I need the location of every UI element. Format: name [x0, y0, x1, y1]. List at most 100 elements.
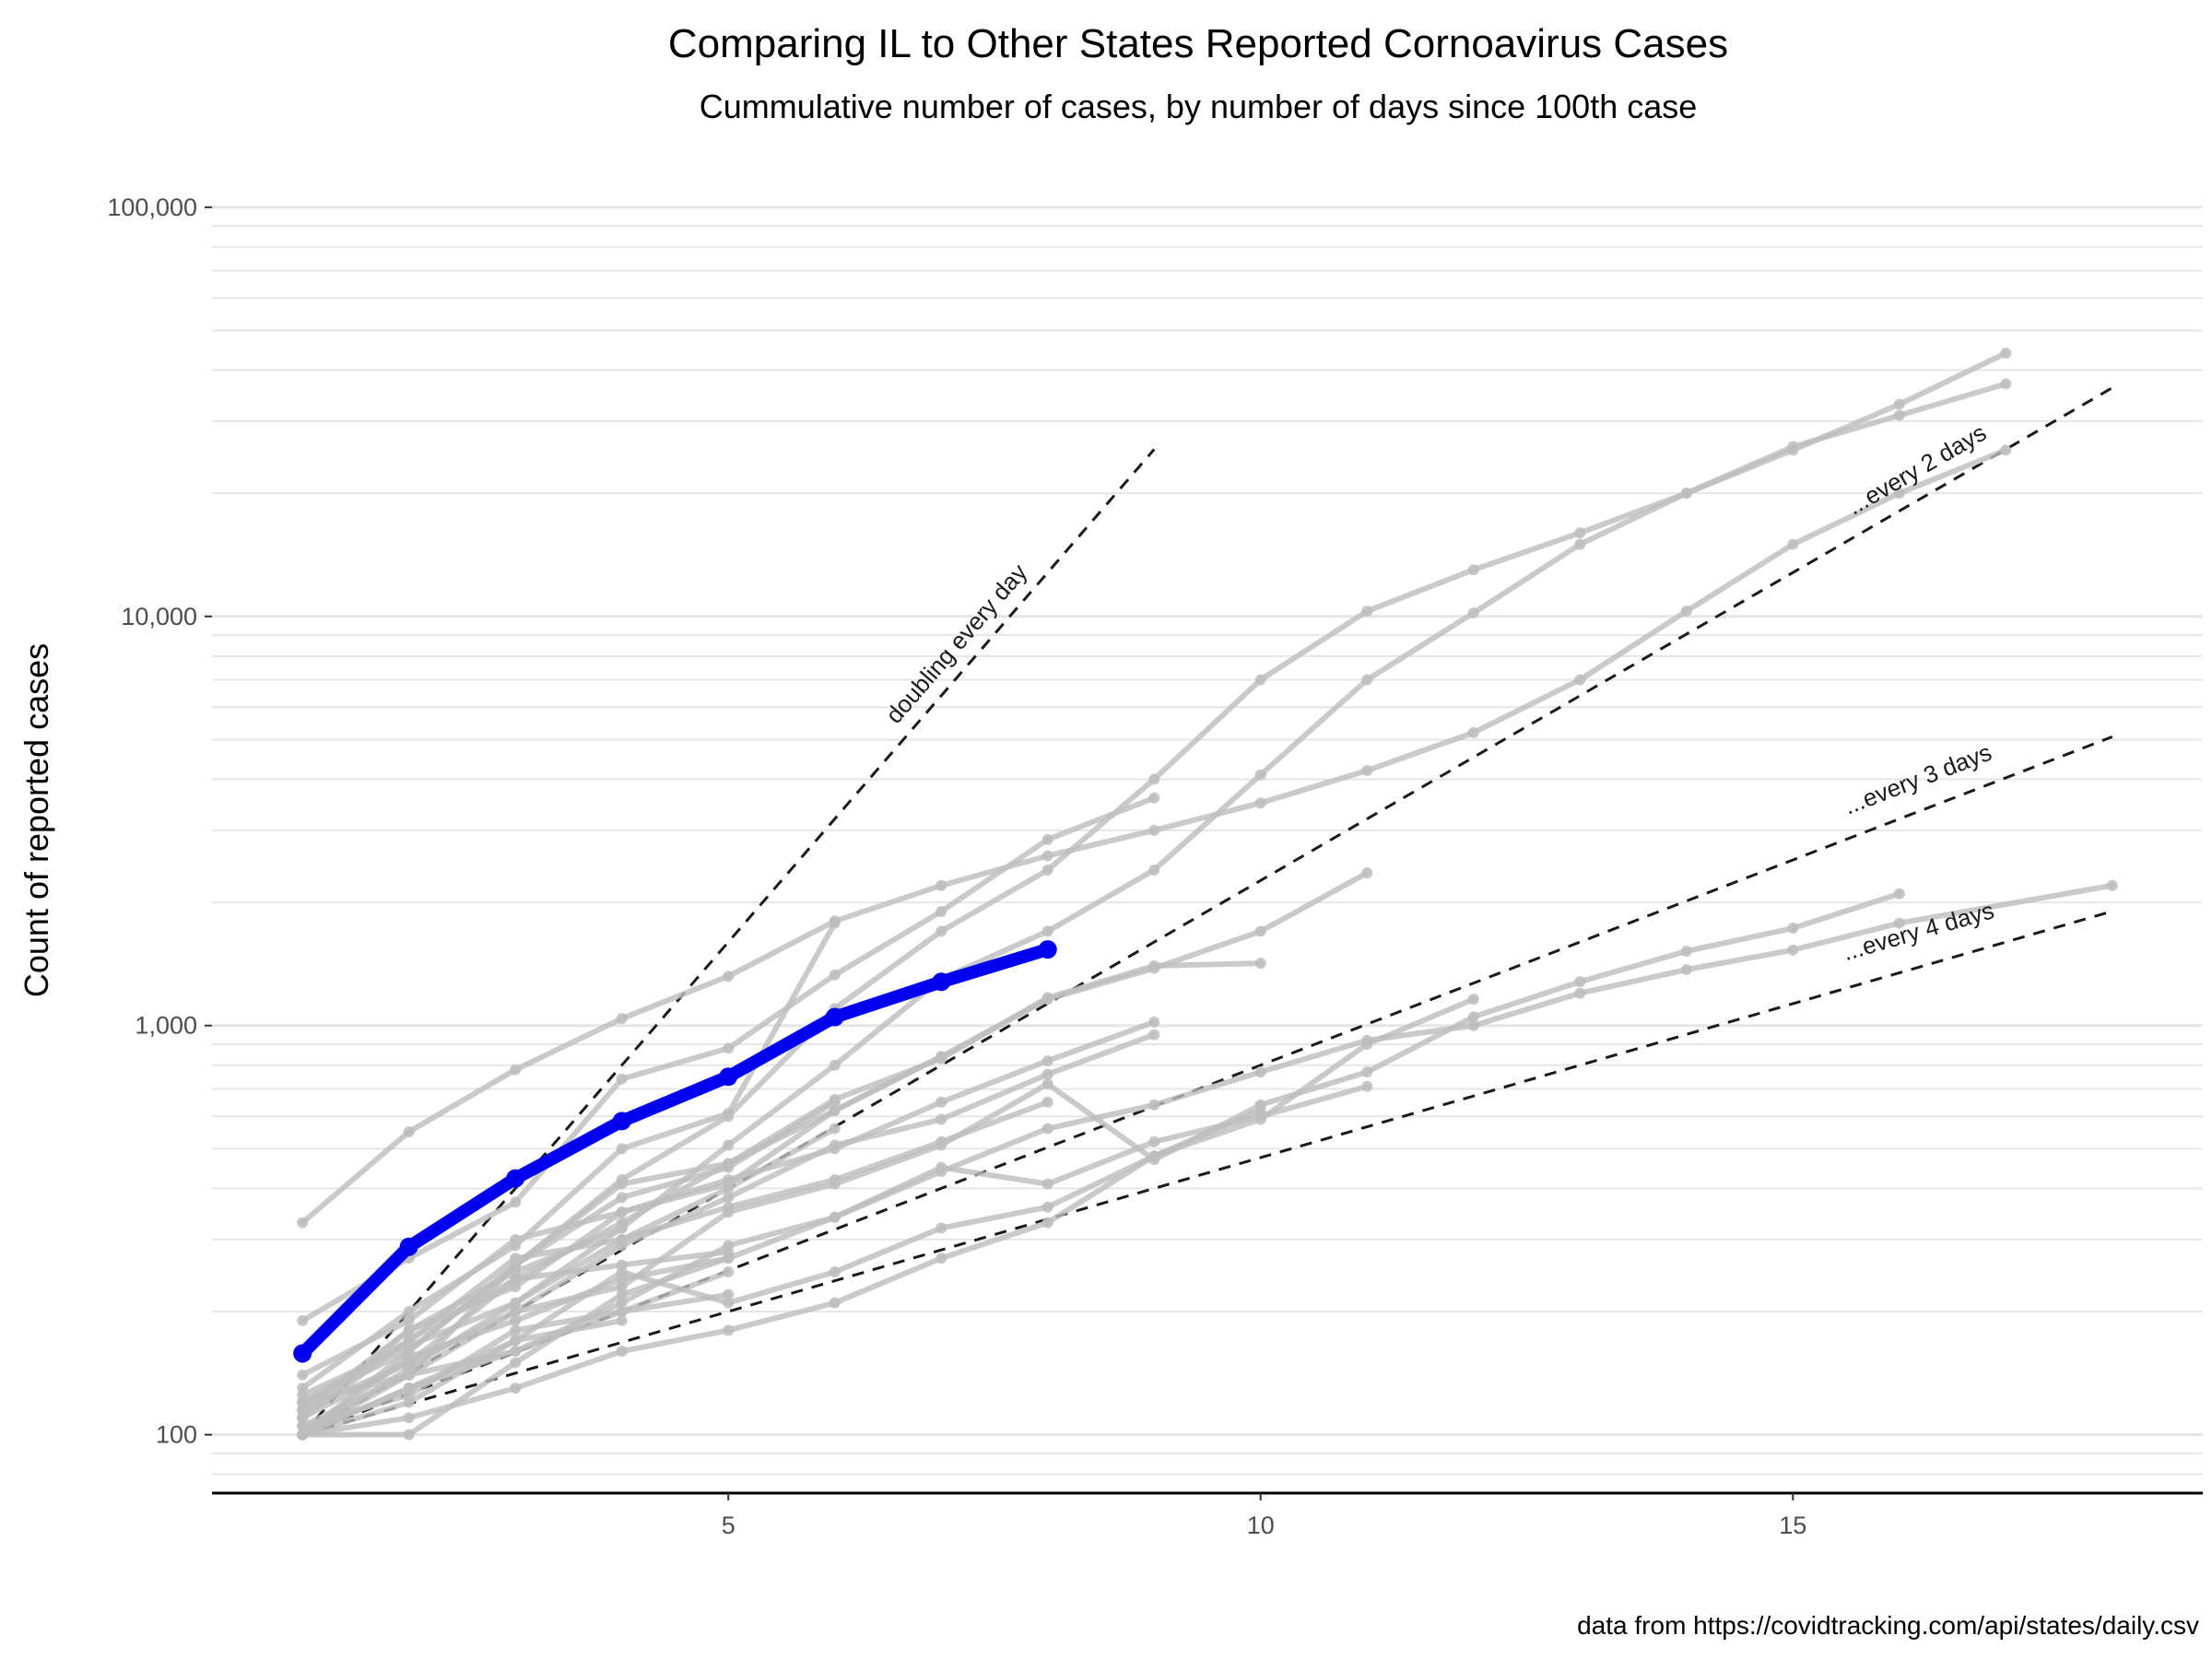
state-series-point [1148, 792, 1160, 804]
state-series-point [616, 1297, 628, 1309]
state-series-point [1254, 674, 1266, 686]
state-series-point [723, 1192, 735, 1204]
state-series-point [723, 1108, 735, 1120]
state-series-point [1574, 976, 1586, 988]
reference-line [301, 910, 2113, 1437]
state-series-point [616, 1306, 628, 1318]
state-series-point [1361, 867, 1373, 879]
state-series-point [510, 1357, 522, 1369]
state-series-point [1467, 1011, 1479, 1023]
state-series-point [616, 1192, 628, 1204]
state-series-point [723, 1161, 735, 1173]
state-series-point [1893, 409, 1905, 421]
state-series-point [1254, 958, 1266, 970]
state-series-point [829, 1173, 841, 1185]
state-series-point [510, 1266, 522, 1278]
il-series-point [825, 1007, 844, 1027]
state-series-point [616, 1281, 628, 1293]
state-series-point [1467, 994, 1479, 1006]
reference-line-label: ...every 2 days [1842, 418, 1991, 521]
state-series-point [1041, 1123, 1053, 1135]
chart-title: Comparing IL to Other States Reported Co… [668, 21, 1728, 66]
state-series-point [723, 1266, 735, 1278]
y-tick-label: 100,000 [107, 194, 197, 221]
x-tick-label: 5 [722, 1512, 735, 1539]
state-series-point [1254, 1104, 1266, 1116]
state-series-point [1041, 1178, 1053, 1190]
state-series-point [829, 969, 841, 981]
state-series-point [1254, 1113, 1266, 1125]
state-series-point [297, 1429, 309, 1441]
state-series-point [2106, 879, 2118, 891]
state-series-point [1467, 726, 1479, 738]
state-series-point [723, 1182, 735, 1194]
state-series-point [510, 1306, 522, 1318]
x-tick-label: 10 [1247, 1512, 1275, 1539]
il-series-point [399, 1237, 418, 1256]
state-series-point [723, 1042, 735, 1054]
state-series-point [510, 1196, 522, 1208]
state-series-point [1148, 959, 1160, 971]
state-series-point [935, 879, 947, 891]
state-series-line [300, 1225, 625, 1413]
highlight-series-il [293, 940, 1057, 1363]
state-series-point [616, 1222, 628, 1234]
state-series-point [1041, 1054, 1053, 1066]
state-series-point [1361, 1080, 1373, 1092]
state-series-point [1041, 864, 1053, 876]
il-series-point [612, 1112, 631, 1131]
state-series-point [1148, 864, 1160, 876]
state-series-point [403, 1351, 415, 1363]
il-series-point [932, 972, 951, 992]
state-series-point [1680, 606, 1692, 618]
state-series-point [1893, 917, 1905, 929]
state-series-point [935, 1253, 947, 1265]
state-series-point [1787, 944, 1799, 956]
state-series-point [935, 1161, 947, 1173]
state-series-line [300, 1099, 838, 1438]
state-series-point [616, 1206, 628, 1218]
state-series-point [935, 1113, 947, 1125]
state-series-point [829, 1123, 841, 1135]
reference-line [301, 386, 2113, 1436]
state-series-point [723, 1139, 735, 1151]
state-series-point [1041, 1096, 1053, 1108]
state-series-point [1680, 946, 1692, 958]
state-series-point [935, 1096, 947, 1108]
state-series-point [403, 1412, 415, 1424]
state-series-point [1361, 765, 1373, 777]
state-series-point [510, 1324, 522, 1336]
il-series-point [293, 1344, 312, 1363]
state-series-point [1893, 888, 1905, 900]
state-series-point [297, 1420, 309, 1432]
state-series-point [510, 1064, 522, 1076]
il-series-line [296, 943, 1054, 1360]
state-series-point [1361, 1039, 1373, 1051]
state-series-point [829, 1211, 841, 1223]
state-series-point [935, 925, 947, 937]
state-series-point [1893, 488, 1905, 500]
state-series-point [829, 1104, 841, 1116]
state-series-point [297, 1217, 309, 1229]
state-series-point [935, 1051, 947, 1063]
state-series-point [1574, 527, 1586, 539]
state-series-point [1787, 538, 1799, 550]
state-series-point [1148, 824, 1160, 836]
state-series-point [1680, 964, 1692, 976]
state-series-point [510, 1382, 522, 1394]
state-series-line [300, 882, 2115, 1438]
state-series-point [1254, 925, 1266, 937]
il-series-point [506, 1169, 525, 1188]
state-series-point [510, 1297, 522, 1309]
y-tick-label: 1,000 [135, 1012, 197, 1040]
state-series-point [297, 1369, 309, 1381]
state-series-point [616, 1259, 628, 1271]
state-series-point [1041, 1078, 1053, 1090]
state-series-point [1361, 606, 1373, 618]
reference-line [301, 448, 1156, 1436]
state-series-point [616, 1178, 628, 1190]
x-axis-ticks: 5 10 15 [722, 1493, 1806, 1539]
y-axis-ticks: 100 1,000 10,000 100,000 [107, 194, 212, 1449]
state-series-point [510, 1335, 522, 1347]
